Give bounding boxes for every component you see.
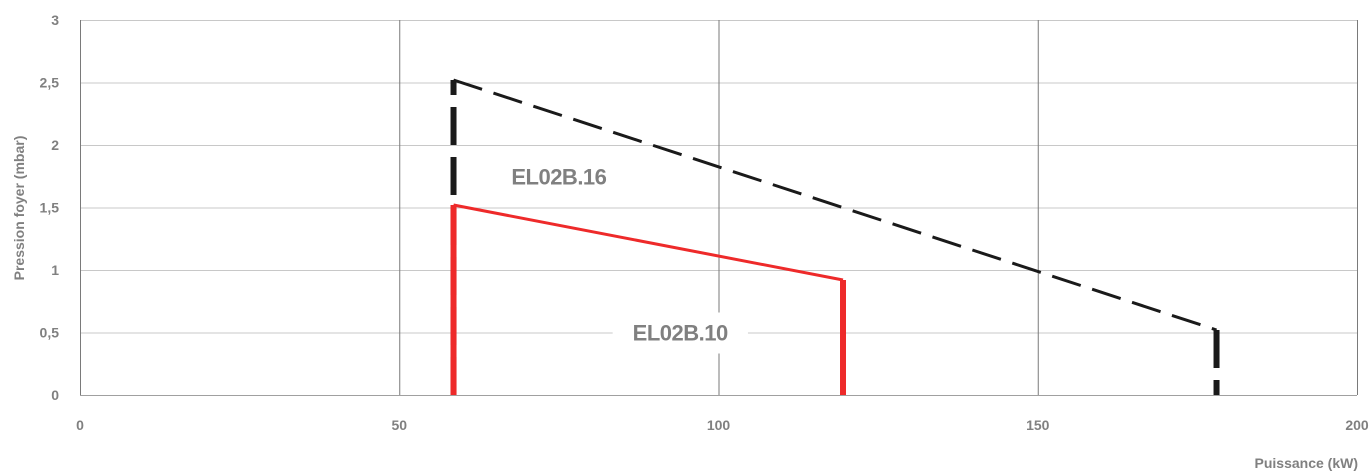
y-tick-label: 2,5 [40,75,60,91]
series-layer [450,78,1220,395]
series-label: EL02B.16 [511,164,606,189]
series-el02b-16 [450,78,1220,395]
series-label: EL02B.10 [633,321,728,346]
x-tick-label: 0 [76,417,84,433]
x-tick-label: 200 [1345,417,1369,433]
y-axis-title: Pression foyer (mbar) [11,136,27,281]
grid [80,20,1358,396]
series-label-background [612,312,748,354]
series-sloped-segment [453,78,1217,332]
series-sloped-segment [453,203,844,282]
y-tick-label: 1,5 [40,200,60,216]
y-tick-label: 3 [51,12,59,28]
y-tick-label: 0,5 [40,325,60,341]
y-tick-label: 0 [51,387,59,403]
x-axis-title: Puissance (kW) [1255,455,1358,471]
series-label-layer: EL02B.16 EL02B.10 [491,156,748,354]
y-tick-label: 1 [51,262,59,278]
series-label-background [491,156,627,198]
y-tick-label: 2 [51,137,59,153]
x-tick-label: 150 [1026,417,1050,433]
tick-labels: 0 0,5 1 1,5 2 2,5 3 0 50 100 150 200 [40,12,1369,433]
x-tick-label: 50 [391,417,407,433]
x-tick-label: 100 [707,417,731,433]
series-el02b-10 [450,203,847,395]
